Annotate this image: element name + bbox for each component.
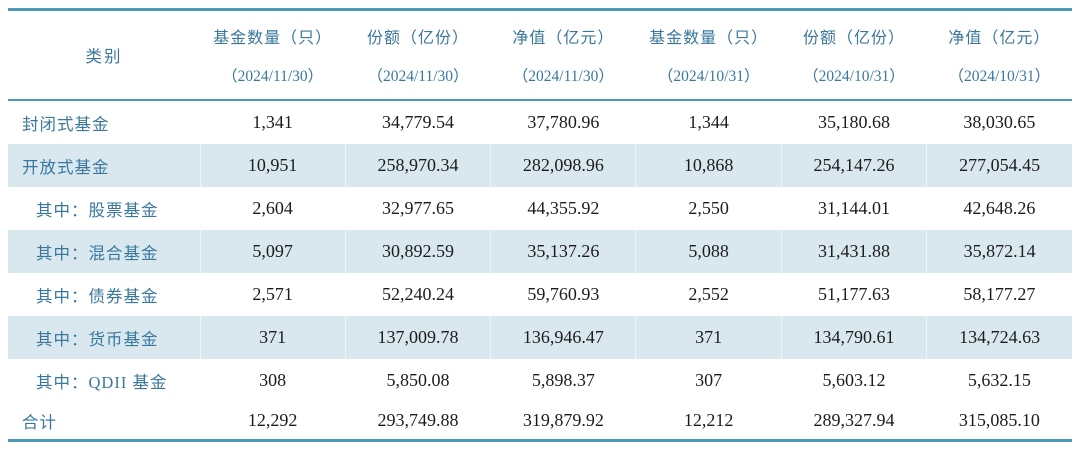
value-cell: 42,648.26 bbox=[963, 198, 1036, 218]
table-row: 其中：货币基金 371 137,009.78 136,946.47 371 134,790… bbox=[8, 316, 1072, 359]
value-cell: 32,977.65 bbox=[381, 198, 454, 218]
value-cell: 2,571 bbox=[252, 284, 293, 304]
value-cell: 5,632.15 bbox=[967, 370, 1031, 390]
value-cell: 12,212 bbox=[683, 410, 734, 430]
header-col-4: 份额（亿份） （2024/10/31） bbox=[781, 11, 926, 100]
value-cell: 10,868 bbox=[635, 144, 782, 187]
value-cell: 5,088 bbox=[635, 230, 782, 273]
value-cell: 12,292 bbox=[247, 410, 298, 430]
value-cell: 282,098.96 bbox=[490, 144, 636, 187]
table-row: 封闭式基金 1,341 34,779.54 37,780.96 1,344 35,180.… bbox=[8, 100, 1072, 144]
category-cell: 合计 bbox=[22, 412, 57, 432]
header-col-date: （2024/11/30） bbox=[367, 68, 469, 85]
value-cell: 1,341 bbox=[252, 112, 293, 132]
value-cell: 371 bbox=[199, 316, 346, 359]
category-cell: 其中：股票基金 bbox=[36, 200, 159, 220]
value-cell: 58,177.27 bbox=[963, 284, 1036, 304]
table-row: 其中：QDII 基金 308 5,850.08 5,898.37 307 5,603.12… bbox=[8, 359, 1072, 402]
header-col-date: （2024/10/31） bbox=[657, 68, 760, 85]
value-cell: 137,009.78 bbox=[344, 316, 491, 359]
fund-statistics-table: 类别 基金数量（只） （2024/11/30） 份额（亿份） （2024/11/30）… bbox=[8, 8, 1072, 442]
value-cell: 31,431.88 bbox=[780, 230, 927, 273]
header-col-5: 净值（亿元） （2024/10/31） bbox=[927, 11, 1072, 100]
category-cell: 开放式基金 bbox=[22, 157, 110, 177]
value-cell: 134,790.61 bbox=[780, 316, 927, 359]
value-cell: 134,724.63 bbox=[926, 316, 1072, 359]
category-cell: 封闭式基金 bbox=[22, 114, 110, 134]
header-col-title: 净值（亿元） bbox=[512, 30, 615, 47]
category-cell: 其中：混合基金 bbox=[36, 243, 159, 263]
table-body: 封闭式基金 1,341 34,779.54 37,780.96 1,344 35,180.… bbox=[8, 100, 1072, 439]
header-col-title: 基金数量（只） bbox=[649, 30, 769, 47]
header-col-date: （2024/10/31） bbox=[948, 68, 1051, 85]
header-col-date: （2024/10/31） bbox=[803, 68, 905, 85]
header-col-title: 份额（亿份） bbox=[802, 30, 905, 47]
value-cell: 5,898.37 bbox=[531, 370, 595, 390]
value-cell: 52,240.24 bbox=[381, 284, 454, 304]
value-cell: 38,030.65 bbox=[963, 112, 1036, 132]
header-col-title: 净值（亿元） bbox=[948, 30, 1051, 47]
header-category-label: 类别 bbox=[85, 47, 123, 66]
value-cell: 308 bbox=[259, 370, 287, 390]
value-cell: 319,879.92 bbox=[522, 410, 604, 430]
header-col-date: （2024/11/30） bbox=[222, 68, 324, 85]
value-cell: 307 bbox=[695, 370, 723, 390]
value-cell: 30,892.59 bbox=[344, 230, 491, 273]
value-cell: 315,085.10 bbox=[958, 410, 1040, 430]
table-row: 其中：股票基金 2,604 32,977.65 44,355.92 2,550 31,14… bbox=[8, 187, 1072, 230]
value-cell: 37,780.96 bbox=[527, 112, 600, 132]
value-cell: 31,144.01 bbox=[817, 198, 890, 218]
fund-table: 类别 基金数量（只） （2024/11/30） 份额（亿份） （2024/11/30）… bbox=[8, 11, 1072, 439]
value-cell: 5,097 bbox=[199, 230, 346, 273]
header-col-title: 份额（亿份） bbox=[366, 30, 469, 47]
value-cell: 254,147.26 bbox=[780, 144, 927, 187]
value-cell: 2,604 bbox=[252, 198, 293, 218]
value-cell: 34,779.54 bbox=[381, 112, 454, 132]
header-col-3: 基金数量（只） （2024/10/31） bbox=[636, 11, 781, 100]
header-row: 类别 基金数量（只） （2024/11/30） 份额（亿份） （2024/11/30）… bbox=[8, 11, 1072, 100]
category-cell: 其中：债券基金 bbox=[36, 286, 159, 306]
category-cell: 其中：货币基金 bbox=[36, 329, 159, 349]
value-cell: 258,970.34 bbox=[344, 144, 491, 187]
header-col-2: 净值（亿元） （2024/11/30） bbox=[491, 11, 636, 100]
table-header: 类别 基金数量（只） （2024/11/30） 份额（亿份） （2024/11/30）… bbox=[8, 11, 1072, 100]
category-cell: 其中：QDII 基金 bbox=[36, 372, 168, 392]
table-row: 其中：债券基金 2,571 52,240.24 59,760.93 2,552 51,17… bbox=[8, 273, 1072, 316]
header-col-0: 基金数量（只） （2024/11/30） bbox=[200, 11, 345, 100]
value-cell: 5,850.08 bbox=[386, 370, 450, 390]
table-row: 合计 12,292 293,749.88 319,879.92 12,212 289,32… bbox=[8, 402, 1072, 439]
header-col-title: 基金数量（只） bbox=[213, 30, 333, 47]
table-row: 开放式基金 10,951 258,970.34 282,098.96 10,868 254… bbox=[8, 144, 1072, 187]
table-row: 其中：混合基金 5,097 30,892.59 35,137.26 5,088 31,43… bbox=[8, 230, 1072, 273]
header-col-date: （2024/11/30） bbox=[512, 68, 614, 85]
value-cell: 136,946.47 bbox=[490, 316, 636, 359]
value-cell: 289,327.94 bbox=[813, 410, 895, 430]
value-cell: 1,344 bbox=[688, 112, 729, 132]
value-cell: 5,603.12 bbox=[822, 370, 886, 390]
value-cell: 2,552 bbox=[688, 284, 729, 304]
value-cell: 35,180.68 bbox=[817, 112, 890, 132]
value-cell: 371 bbox=[635, 316, 782, 359]
header-col-1: 份额（亿份） （2024/11/30） bbox=[345, 11, 490, 100]
value-cell: 10,951 bbox=[199, 144, 346, 187]
value-cell: 2,550 bbox=[688, 198, 729, 218]
value-cell: 35,872.14 bbox=[926, 230, 1072, 273]
value-cell: 35,137.26 bbox=[490, 230, 636, 273]
value-cell: 277,054.45 bbox=[926, 144, 1072, 187]
value-cell: 51,177.63 bbox=[817, 284, 890, 304]
value-cell: 293,749.88 bbox=[377, 410, 459, 430]
value-cell: 59,760.93 bbox=[527, 284, 600, 304]
value-cell: 44,355.92 bbox=[527, 198, 600, 218]
